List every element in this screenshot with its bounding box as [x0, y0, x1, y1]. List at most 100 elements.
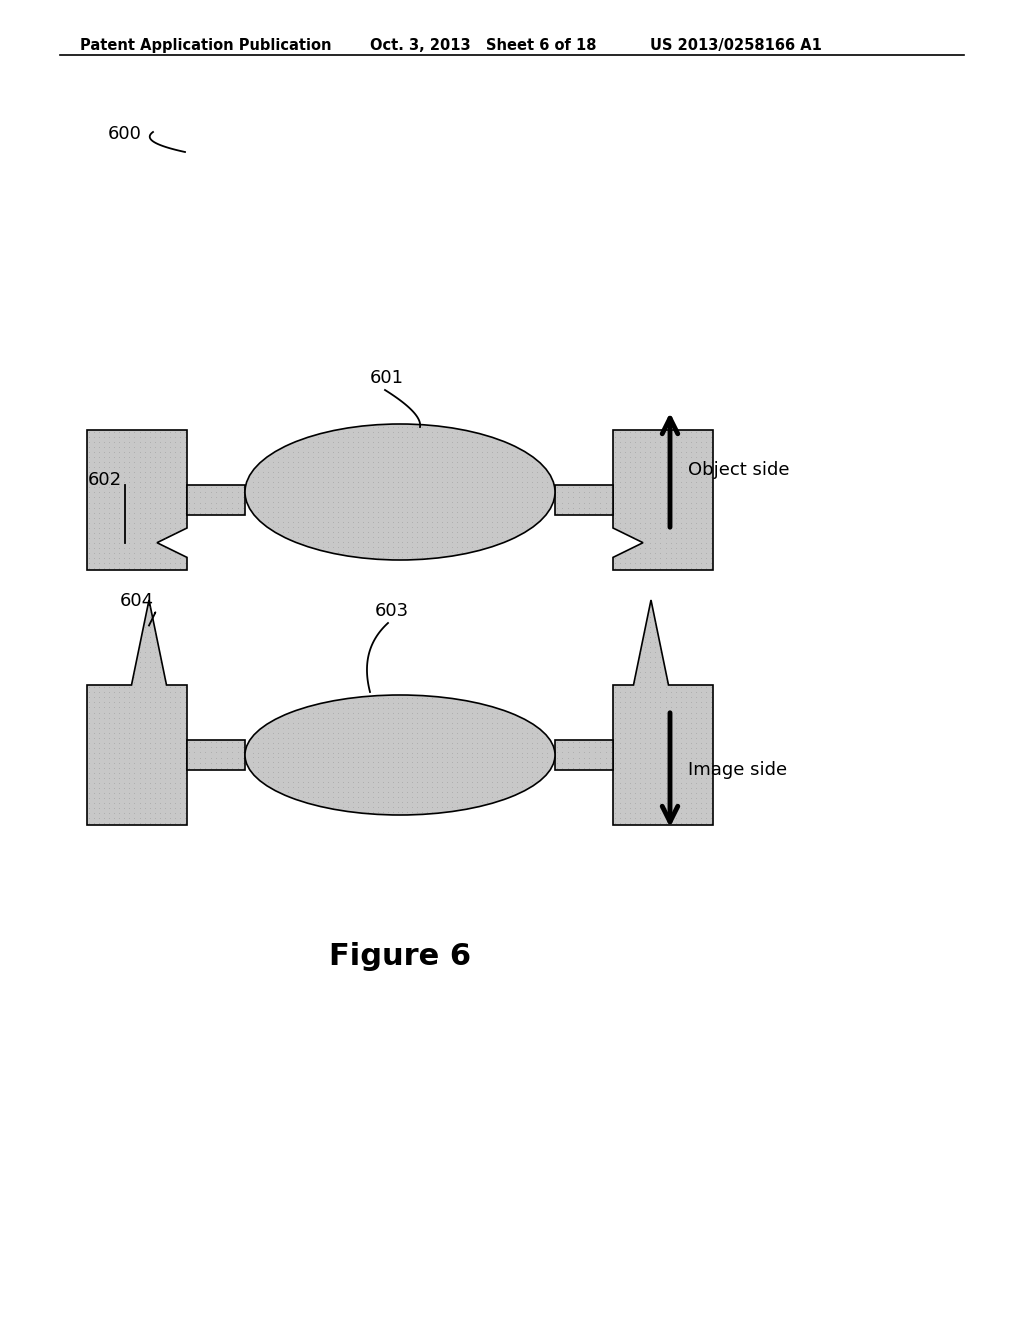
- Point: [167, 742, 183, 763]
- Point: [474, 502, 490, 523]
- Point: [627, 432, 643, 453]
- Point: [375, 536, 391, 557]
- Point: [250, 502, 266, 523]
- Point: [622, 502, 638, 523]
- Point: [657, 686, 674, 708]
- Point: [314, 752, 331, 774]
- Point: [484, 742, 501, 763]
- Point: [419, 752, 435, 774]
- Point: [692, 523, 709, 544]
- Point: [444, 752, 461, 774]
- Point: [126, 667, 142, 688]
- Point: [141, 686, 158, 708]
- Point: [116, 777, 132, 799]
- Point: [218, 503, 234, 524]
- Point: [444, 742, 461, 763]
- Point: [499, 466, 515, 487]
- Point: [116, 767, 132, 788]
- Point: [167, 792, 183, 813]
- Point: [274, 767, 291, 788]
- Point: [96, 733, 113, 754]
- Point: [394, 776, 411, 797]
- Point: [172, 737, 188, 758]
- Point: [622, 517, 638, 539]
- Point: [116, 708, 132, 729]
- Point: [439, 697, 456, 718]
- Point: [565, 492, 582, 513]
- Point: [616, 783, 633, 804]
- Point: [647, 708, 664, 729]
- Point: [304, 482, 321, 503]
- Point: [384, 416, 400, 437]
- Point: [697, 717, 714, 738]
- Point: [172, 772, 188, 793]
- Point: [663, 432, 679, 453]
- Point: [121, 437, 137, 458]
- Point: [384, 708, 400, 729]
- Point: [136, 752, 153, 774]
- Point: [504, 487, 520, 508]
- Point: [652, 477, 669, 498]
- Point: [464, 477, 480, 498]
- Point: [126, 677, 142, 698]
- Point: [637, 446, 653, 467]
- Point: [96, 777, 113, 799]
- Point: [702, 742, 719, 763]
- Point: [112, 812, 128, 833]
- Point: [554, 477, 570, 498]
- Point: [295, 713, 311, 734]
- Point: [172, 747, 188, 768]
- Point: [439, 541, 456, 562]
- Point: [692, 692, 709, 713]
- Point: [627, 792, 643, 813]
- Point: [121, 446, 137, 467]
- Point: [290, 756, 306, 777]
- Point: [528, 487, 545, 508]
- Point: [612, 498, 629, 519]
- Point: [177, 733, 194, 754]
- Point: [652, 502, 669, 523]
- Point: [389, 507, 406, 528]
- Point: [499, 507, 515, 528]
- Point: [295, 516, 311, 537]
- Point: [359, 511, 376, 532]
- Point: [280, 767, 296, 788]
- Point: [389, 426, 406, 447]
- Point: [454, 781, 470, 803]
- Point: [162, 552, 178, 573]
- Point: [504, 776, 520, 797]
- Point: [419, 762, 435, 783]
- Point: [657, 772, 674, 793]
- Point: [146, 457, 163, 478]
- Point: [688, 482, 705, 503]
- Point: [439, 702, 456, 723]
- Point: [683, 733, 699, 754]
- Point: [121, 552, 137, 573]
- Point: [101, 492, 118, 513]
- Point: [384, 742, 400, 763]
- Point: [295, 762, 311, 783]
- Point: [359, 727, 376, 748]
- Point: [309, 747, 326, 768]
- Point: [86, 457, 102, 478]
- Point: [509, 451, 525, 473]
- Point: [642, 537, 658, 558]
- Point: [203, 492, 219, 513]
- Point: [384, 752, 400, 774]
- Point: [167, 432, 183, 453]
- Point: [450, 727, 466, 748]
- Point: [474, 747, 490, 768]
- Point: [444, 432, 461, 453]
- Point: [141, 616, 158, 638]
- Point: [647, 502, 664, 523]
- Point: [484, 487, 501, 508]
- Point: [86, 471, 102, 492]
- Point: [454, 796, 470, 817]
- Point: [434, 792, 451, 813]
- Point: [213, 742, 229, 763]
- Point: [479, 737, 496, 758]
- Point: [335, 482, 351, 503]
- Point: [627, 702, 643, 723]
- Point: [370, 416, 386, 437]
- Point: [652, 787, 669, 808]
